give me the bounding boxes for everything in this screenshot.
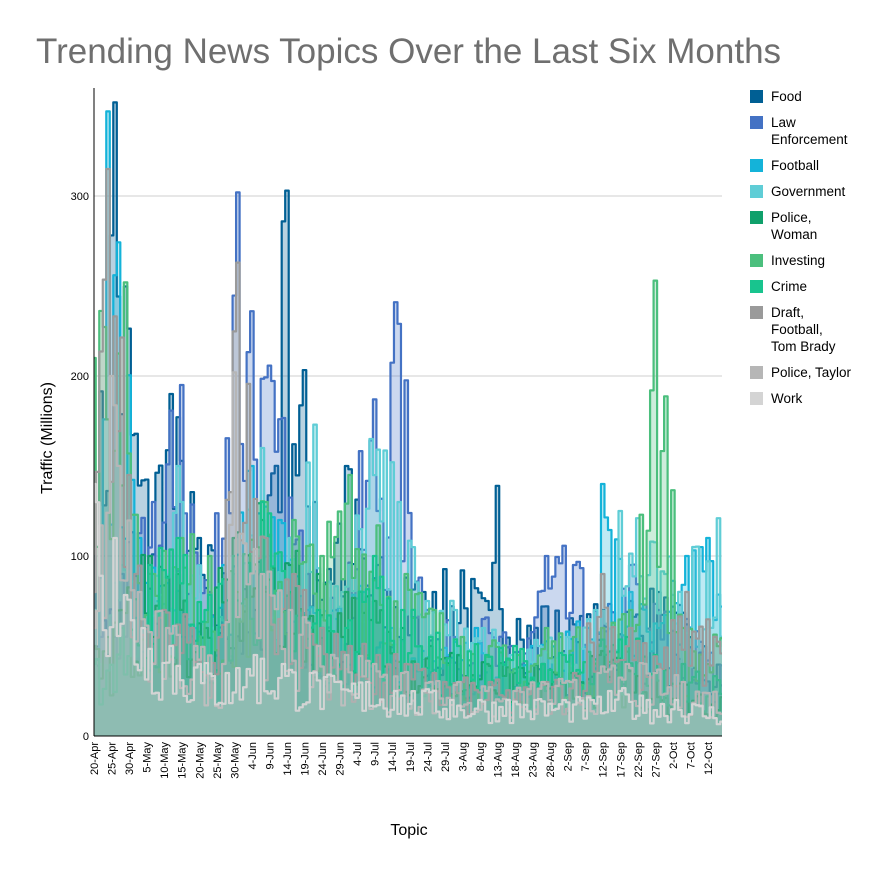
x-tick-label: 19-Jul [405,742,417,772]
x-tick-label: 29-Jul [440,742,452,772]
chart-title: Trending News Topics Over the Last Six M… [36,32,782,71]
x-tick-label: 27-Sep [650,742,662,777]
y-tick-label: 300 [71,191,89,203]
legend-item: Work [750,390,878,407]
y-tick-label: 100 [71,551,89,563]
legend-item: Police, Taylor [750,364,878,381]
series-line [94,500,722,714]
x-tick-label: 25-Apr [107,742,119,775]
x-tick-label: 14-Jun [282,742,294,776]
x-tick-label: 20-May [194,742,206,779]
legend-item: Crime [750,278,878,295]
legend-label: Police, Woman [771,210,818,242]
x-tick-label: 25-May [212,742,224,779]
x-tick-label: 23-Aug [528,742,540,777]
x-tick-label: 13-Aug [492,742,504,777]
series-area [94,169,722,736]
x-tick-label: 19-Jun [300,742,312,776]
legend-swatch [750,116,763,129]
series-area [94,503,722,736]
legend-swatch [750,159,763,172]
legend-swatch [750,280,763,293]
x-tick-label: 18-Aug [510,742,522,777]
legend-item: Food [750,88,878,105]
legend-label: Crime [771,279,807,294]
x-tick-label: 30-May [229,742,241,779]
x-tick-label: 28-Aug [545,742,557,777]
series-9 [94,482,722,736]
legend-swatch [750,254,763,267]
x-tick-label: 2-Oct [668,742,680,769]
legend-item: Law Enforcement [750,114,878,148]
x-tick-label: 12-Oct [703,742,715,775]
series-area [94,484,722,736]
legend-label: Investing [771,253,826,268]
x-tick-label: 3-Aug [457,742,469,771]
y-tick-label: 0 [83,731,89,743]
x-tick-label: 4-Jul [352,742,364,766]
x-tick-label: 15-May [177,742,189,779]
legend-label: Work [771,391,803,406]
x-tick-label: 22-Sep [633,742,645,777]
x-tick-label: 8-Aug [475,742,487,771]
legend-label: Law Enforcement [771,115,848,147]
legend-label: Football [771,158,820,173]
x-tick-label: 30-Apr [124,742,136,775]
legend-item: Investing [750,252,878,269]
y-axis-label: Traffic (Millions) [39,382,56,494]
legend-swatch [750,90,763,103]
legend-swatch [750,211,763,224]
legend-label: Government [771,184,846,199]
legend-item: Government [750,183,878,200]
legend-label: Food [771,89,802,104]
axes: 0 100 200 300 20-Apr 25-Apr 30-Apr 5-May 10-May 1… [71,88,722,779]
legend-item: Police, Woman [750,209,878,243]
legend-swatch [750,392,763,405]
x-tick-label: 7-Sep [580,742,592,771]
x-tick-label: 17-Sep [615,742,627,777]
legend-item: Football [750,157,878,174]
x-tick-label: 24-Jun [317,742,329,776]
x-tick-label: 7-Oct [685,742,697,769]
series-line [94,482,722,726]
x-tick-label: 20-Apr [89,742,101,775]
x-tick-label: 2-Sep [563,742,575,771]
legend-label: Draft, Football, Tom Brady [771,305,836,354]
legend-item: Draft, Football, Tom Brady [750,304,878,355]
x-axis-label: Topic [390,822,427,839]
x-tick-label: 5-May [142,742,154,773]
series-6 [94,500,722,736]
x-tick-label: 9-Jun [264,742,276,770]
legend-label: Police, Taylor [771,365,852,380]
series-layer [94,101,722,736]
x-tick-label: 4-Jun [247,742,259,770]
legend: Food Law Enforcement Football Government Pol… [750,88,878,416]
x-tick-label: 9-Jul [370,742,382,766]
y-tick-label: 200 [71,371,89,383]
x-tick-label: 29-Jun [335,742,347,776]
legend-swatch [750,185,763,198]
x-tick-label: 10-May [159,742,171,779]
x-tick-label: 12-Sep [598,742,610,777]
legend-swatch [750,306,763,319]
x-tick-label: 14-Jul [387,742,399,772]
series-area [94,502,722,736]
series-area [94,372,722,736]
x-tick-label: 24-Jul [422,742,434,772]
legend-swatch [750,366,763,379]
